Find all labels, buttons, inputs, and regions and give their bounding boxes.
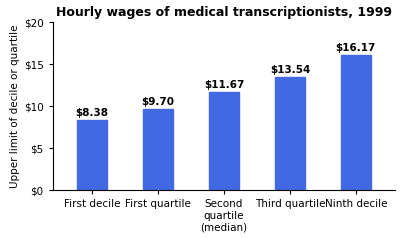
Title: Hourly wages of medical transcriptionists, 1999: Hourly wages of medical transcriptionist… [56, 5, 392, 19]
Text: $13.54: $13.54 [270, 64, 310, 74]
Text: $9.70: $9.70 [142, 97, 174, 107]
Bar [209, 92, 239, 190]
Bar [77, 120, 107, 190]
Bar [143, 109, 173, 190]
Text: $11.67: $11.67 [204, 80, 244, 90]
Text: $16.17: $16.17 [336, 43, 376, 53]
Bar [341, 55, 371, 190]
Y-axis label: Upper limit of decile or quartile: Upper limit of decile or quartile [10, 25, 20, 188]
Bar [275, 77, 305, 190]
Text: $8.38: $8.38 [76, 108, 109, 118]
